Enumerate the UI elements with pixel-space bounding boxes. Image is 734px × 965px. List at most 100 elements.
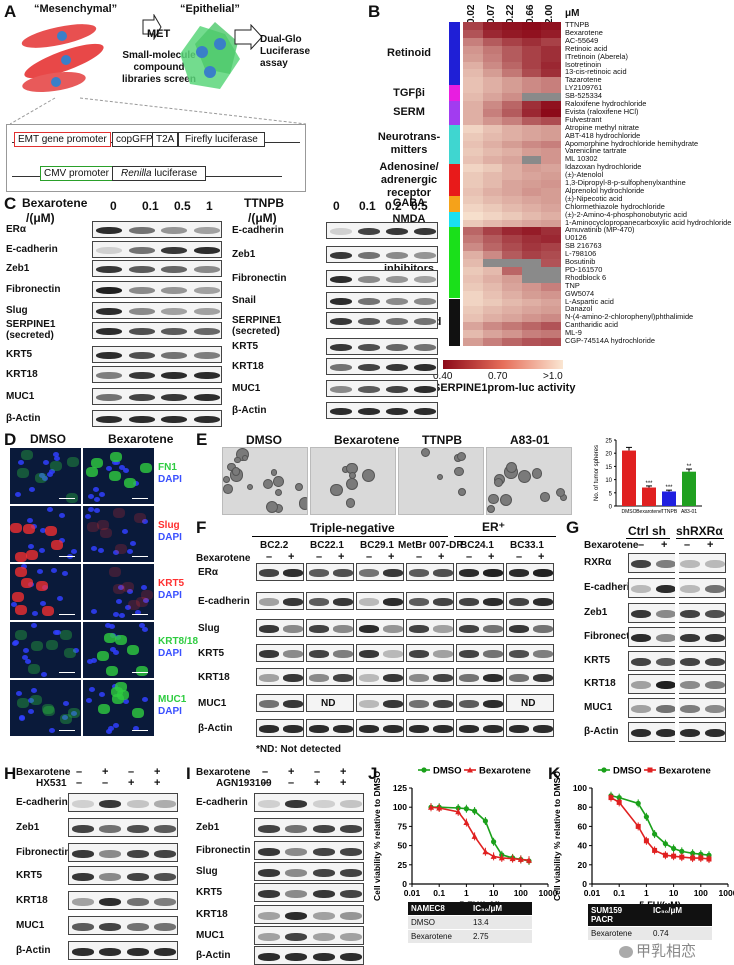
blot-band-row	[326, 222, 438, 239]
dapi-label: DAPI	[158, 706, 182, 717]
signal-blob	[113, 584, 126, 595]
compound-label: Chlormethiazole hydrochloride	[565, 201, 665, 211]
band-lane	[309, 598, 329, 606]
heatmap-cell	[521, 108, 542, 118]
compound-label: CGP-74514A hydrochloride	[565, 336, 655, 345]
not-detected-label: ND	[321, 698, 336, 709]
sphere-bar-chart: 0 5 10 15 20 25 No. of tumor spheres DMSO *** Bex…	[594, 439, 702, 515]
nucleus	[39, 600, 46, 606]
heatmap-cell	[463, 22, 483, 31]
scale-bar	[59, 729, 75, 731]
band-lane	[193, 394, 220, 402]
tumor-sphere	[233, 456, 241, 464]
heatmap-cell	[482, 45, 503, 54]
heatmap-cell	[502, 108, 523, 118]
blot-row-label: Fibronectin	[232, 273, 287, 284]
heatmap-cell	[463, 140, 483, 149]
data-point	[671, 853, 677, 859]
band-lane	[259, 625, 279, 633]
heatmap-cell	[521, 266, 542, 276]
band-lane	[128, 266, 155, 274]
category-label: Bexarotene	[636, 509, 662, 515]
group-label: SERM	[370, 106, 448, 119]
heatmap-cell	[541, 274, 562, 284]
tumor-sphere	[456, 451, 467, 462]
heatmap-cell	[482, 116, 503, 126]
blot-band-pair	[506, 563, 554, 581]
bar	[662, 491, 676, 506]
band-lane	[333, 598, 353, 606]
nucleus	[94, 507, 101, 513]
compound-label: L-Aspartic acid	[565, 296, 614, 306]
blot-band-row	[68, 916, 178, 935]
heatmap-cell	[482, 187, 503, 197]
blot-row-label: MUC1	[584, 702, 613, 713]
tumor-sphere	[487, 504, 496, 513]
group-label-line: Retinoid	[387, 47, 431, 60]
heatmap-cell	[463, 180, 483, 189]
tumor-sphere	[488, 493, 499, 504]
band-lane	[193, 352, 220, 360]
heatmap-cell	[502, 172, 523, 181]
tumor-sphere	[454, 466, 464, 477]
concentration-label: 0.02	[466, 4, 477, 24]
treatment-sign: +	[707, 539, 714, 551]
blot-row-label: β-Actin	[232, 405, 267, 416]
scale-bar	[59, 671, 75, 673]
treatment-sign: –	[262, 766, 269, 778]
band-lane	[312, 868, 335, 877]
signal-blob	[133, 512, 146, 523]
band-lane	[357, 228, 381, 236]
group-label: TGFβi	[370, 87, 448, 100]
signal-blob	[20, 450, 33, 461]
heatmap-cell	[463, 306, 483, 315]
micrograph-tile	[10, 448, 81, 504]
blot-band-pair	[506, 694, 554, 712]
band-lane	[193, 328, 220, 336]
bar	[622, 450, 636, 506]
blot-band-row	[254, 946, 364, 965]
heatmap-cell	[482, 306, 503, 315]
legend-title: SERPINE1prom-luc activity	[433, 381, 576, 394]
group-label-line: adrenergic	[380, 173, 438, 186]
blot-band-pair	[256, 563, 304, 581]
column-label: Bexarotene	[108, 432, 174, 446]
band-lane	[704, 634, 725, 643]
heatmap-cell	[502, 290, 523, 299]
heatmap-cell	[541, 164, 562, 173]
band-lane	[680, 634, 701, 643]
band-lane	[96, 247, 123, 255]
cell-line-label: BC22.1	[310, 540, 344, 551]
nucleus	[59, 538, 66, 543]
blot-band-row	[326, 338, 438, 355]
screen-line-3: libraries screen	[122, 74, 196, 85]
heatmap-cell	[541, 306, 562, 315]
heatmap-cell	[482, 93, 503, 102]
band-lane	[655, 634, 676, 643]
lane-gap	[675, 603, 679, 625]
blot-band-pair	[506, 668, 554, 686]
series-line	[431, 806, 530, 862]
blot-row-label: KRT5	[196, 887, 223, 898]
heatmap-cell	[502, 156, 523, 165]
group-label-line: GABA	[392, 197, 426, 210]
treatment-sign: +	[314, 777, 321, 789]
band-lane	[340, 868, 363, 877]
nucleus	[113, 612, 120, 618]
tumor-sphere	[345, 477, 359, 491]
nucleus	[32, 610, 39, 616]
band-lane	[409, 700, 429, 708]
blot-band-pair	[256, 644, 304, 662]
band-lane	[71, 947, 94, 956]
blot-band-pair	[406, 694, 454, 712]
nucleus	[112, 723, 119, 729]
arrow-icon	[142, 14, 162, 40]
x-tick-label: 1	[644, 888, 649, 898]
band-lane	[459, 725, 479, 733]
band-lane	[631, 729, 652, 738]
tumor-sphere	[298, 497, 307, 510]
blot-band-row	[92, 388, 222, 405]
heatmap-cell	[482, 22, 503, 31]
band-lane	[533, 674, 553, 682]
band-lane	[312, 952, 335, 961]
